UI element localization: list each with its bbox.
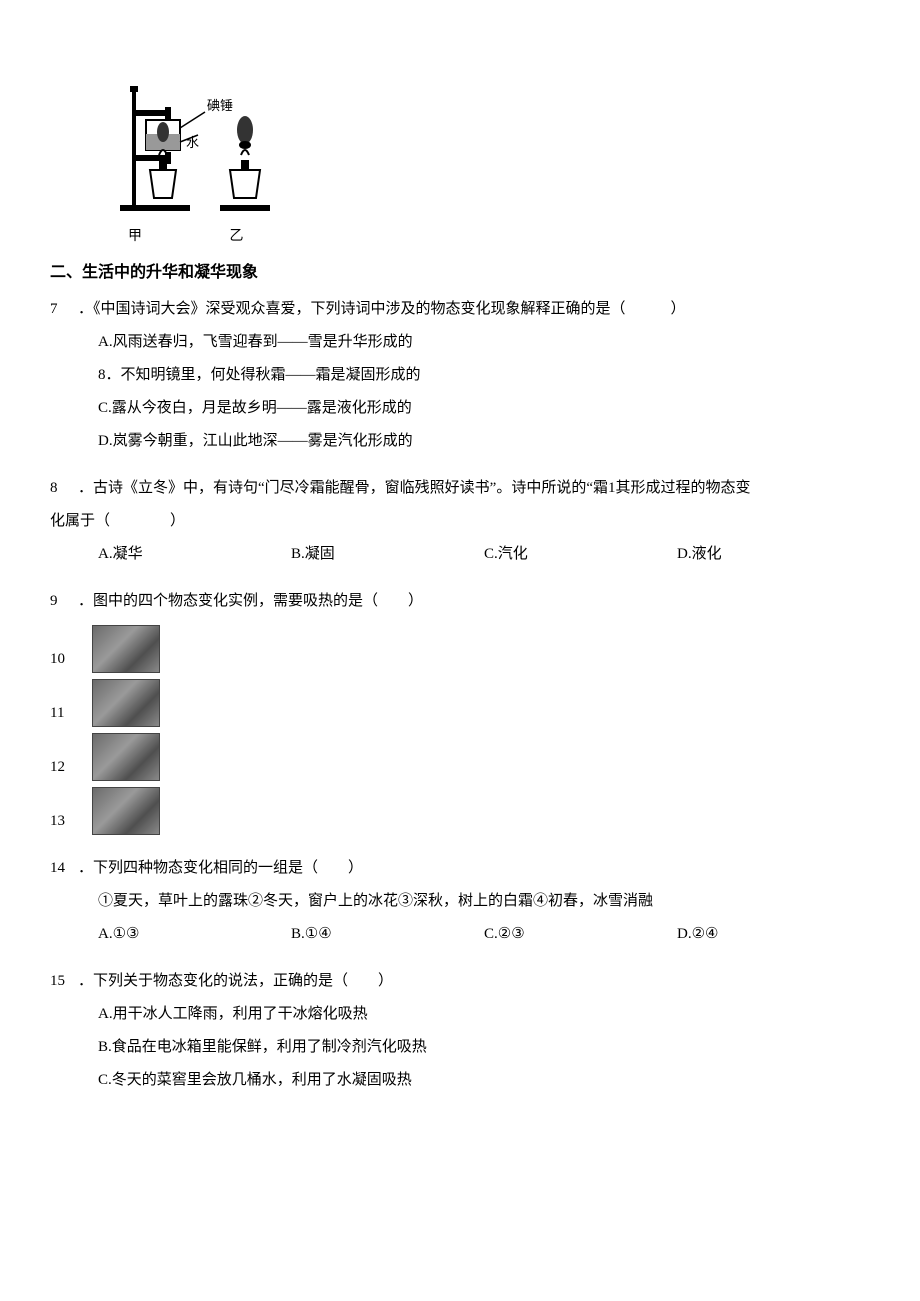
q14-sub: ①夏天，草叶上的露珠②冬天，窗户上的冰花③深秋，树上的白霜④初春，冰雪消融 [50, 888, 870, 915]
q8-option-c: C.汽化 [484, 541, 677, 568]
img-row-11: 11 [50, 679, 870, 727]
q15-option-c: C.冬天的菜窖里会放几桶水，利用了水凝固吸热 [50, 1067, 870, 1094]
q9-stem: ．图中的四个物态变化实例，需要吸热的是（ ） [78, 588, 870, 615]
q8-option-a: A.凝华 [98, 541, 291, 568]
question-8: 8 ．古诗《立冬》中，有诗句“门尽冷霜能醒骨，窗临残照好读书”。诗中所说的“霜1… [50, 475, 870, 568]
q7-option-c: C.露从今夜白，月是故乡明——露是液化形成的 [50, 395, 870, 422]
section-2-title: 二、生活中的升华和凝华现象 [50, 259, 870, 288]
q7-option-d: D.岚雾今朝重，江山此地深——雾是汽化形成的 [50, 428, 870, 455]
thumbnail-10 [92, 625, 160, 673]
q14-option-c: C.②③ [484, 921, 677, 948]
iodine-label: 碘锤 [207, 98, 233, 113]
thumbnail-12 [92, 733, 160, 781]
q8-stem-b: 化属于（ ） [50, 508, 870, 535]
q8-option-d: D.液化 [677, 541, 870, 568]
q7-stem: ．《中国诗词大会》深受观众喜爱，下列诗词中涉及的物态变化现象解释正确的是（ ） [78, 296, 870, 323]
q15-option-b: B.食品在电冰箱里能保鲜，利用了制冷剂汽化吸热 [50, 1034, 870, 1061]
question-9: 9 ．图中的四个物态变化实例，需要吸热的是（ ） 10 11 12 13 [50, 588, 870, 835]
img-row-10: 10 [50, 625, 870, 673]
q7-option-b: 8．不知明镜里，何处得秋霜——霜是凝固形成的 [50, 362, 870, 389]
q15-option-a: A.用干冰人工降雨，利用了干冰熔化吸热 [50, 1001, 870, 1028]
question-14: 14 ．下列四种物态变化相同的一组是（ ） ①夏天，草叶上的露珠②冬天，窗户上的… [50, 855, 870, 948]
figure-caption: 甲 乙 [110, 224, 870, 249]
water-label: 水 [186, 135, 199, 150]
thumbnail-11 [92, 679, 160, 727]
q8-number: 8 [50, 475, 78, 502]
q14-number: 14 [50, 855, 78, 882]
img-row-12: 12 [50, 733, 870, 781]
q14-option-a: A.①③ [98, 921, 291, 948]
q14-stem: ．下列四种物态变化相同的一组是（ ） [78, 855, 870, 882]
q9-image-list: 10 11 12 13 [50, 625, 870, 835]
q15-stem: ．下列关于物态变化的说法，正确的是（ ） [78, 968, 870, 995]
q7-number: 7 [50, 296, 78, 323]
question-15: 15 ．下列关于物态变化的说法，正确的是（ ） A.用干冰人工降雨，利用了干冰熔… [50, 968, 870, 1094]
img-row-13: 13 [50, 787, 870, 835]
experiment-figure: 碘锤 水 甲 乙 [110, 80, 870, 249]
question-7: 7 ．《中国诗词大会》深受观众喜爱，下列诗词中涉及的物态变化现象解释正确的是（ … [50, 296, 870, 455]
q7-option-a: A.风雨送春归，飞雪迎春到——雪是升华形成的 [50, 329, 870, 356]
q14-option-b: B.①④ [291, 921, 484, 948]
q14-option-d: D.②④ [677, 921, 870, 948]
thumbnail-13 [92, 787, 160, 835]
q9-number: 9 [50, 588, 78, 615]
q8-option-b: B.凝固 [291, 541, 484, 568]
q15-number: 15 [50, 968, 78, 995]
apparatus-svg: 碘锤 水 [110, 80, 280, 220]
q8-stem-a: ．古诗《立冬》中，有诗句“门尽冷霜能醒骨，窗临残照好读书”。诗中所说的“霜1其形… [78, 475, 870, 502]
